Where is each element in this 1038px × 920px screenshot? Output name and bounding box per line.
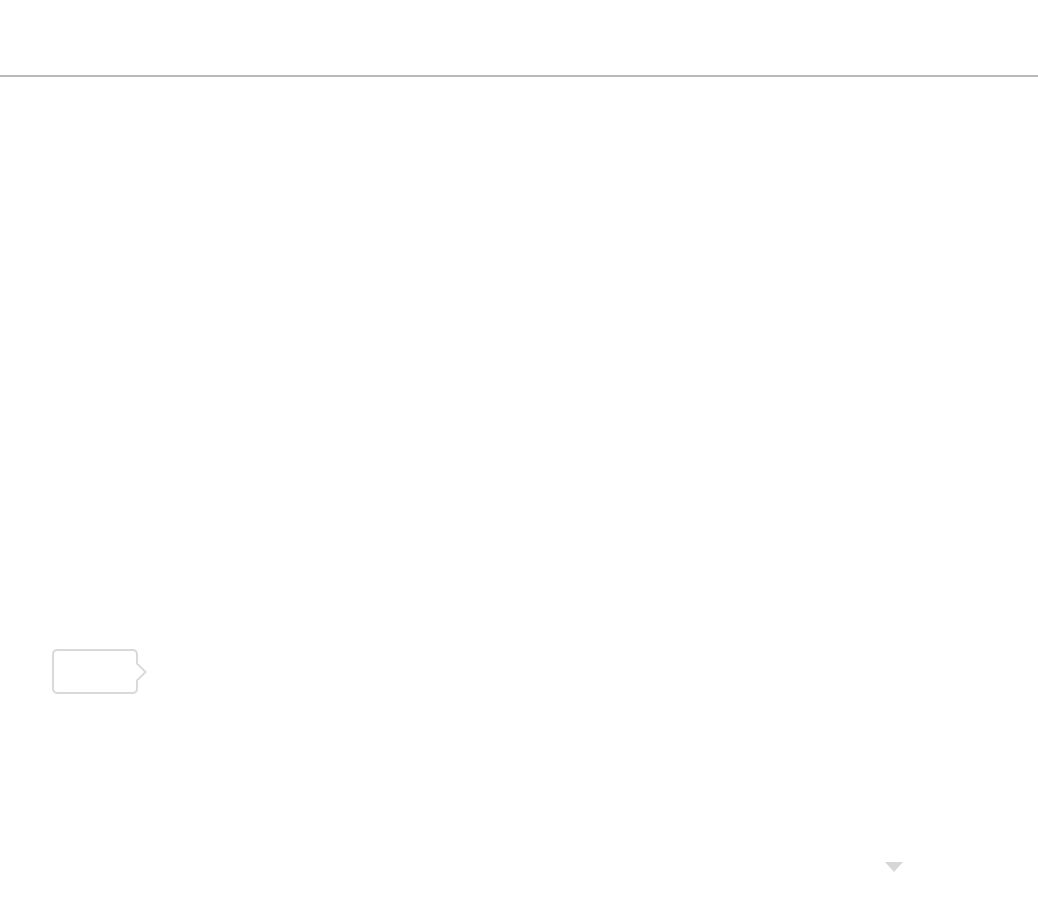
x-axis-date-callout xyxy=(851,862,937,914)
x-callout-pointer-icon xyxy=(885,862,903,872)
y-axis-value-callout xyxy=(52,649,147,694)
title-divider xyxy=(0,75,1038,77)
